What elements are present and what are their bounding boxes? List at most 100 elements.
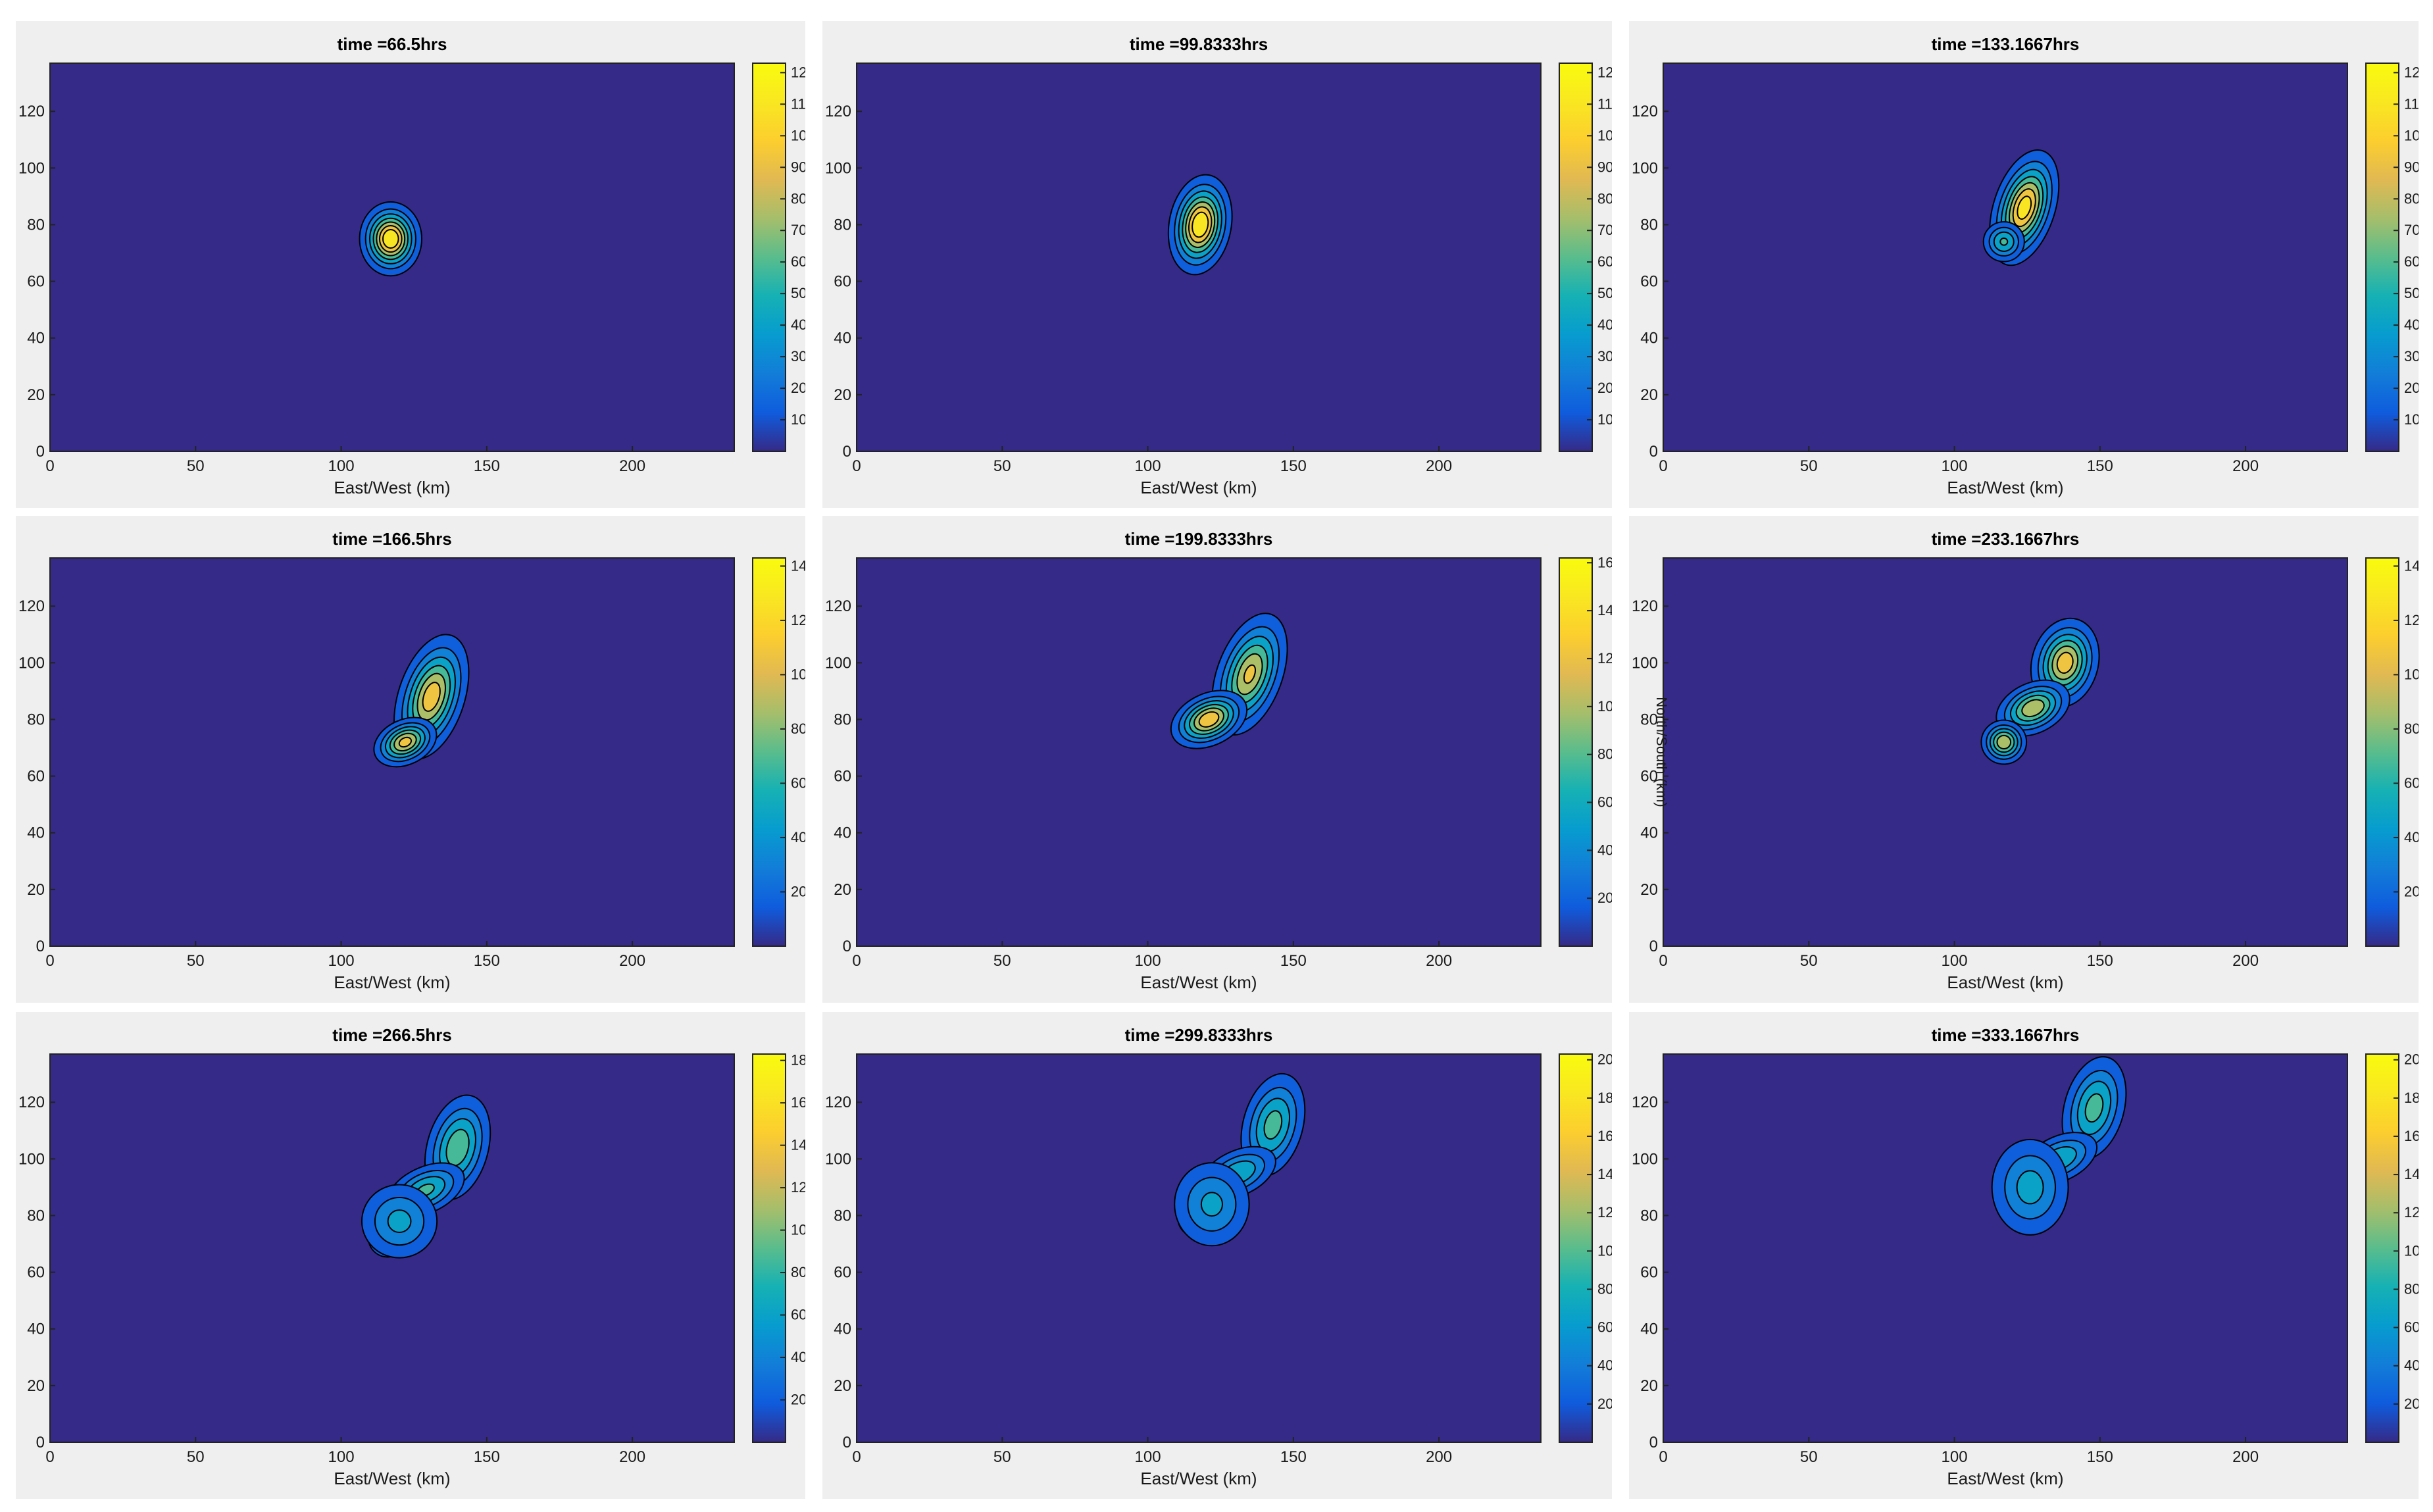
colorbar-tick-label: 60 <box>2404 1319 2419 1336</box>
colorbar-tick-label: 20 <box>1597 380 1612 396</box>
colorbar-tick-label: 140 <box>1597 602 1612 618</box>
colorbar-tick-label: 80 <box>791 720 805 737</box>
axes-frame <box>1663 557 2348 947</box>
x-axis-label: East/West (km) <box>1140 1469 1257 1488</box>
colorbar-tick-label: 70 <box>791 222 805 238</box>
colorbar-tick-label: 100 <box>2404 127 2419 143</box>
contour-field <box>361 1094 491 1259</box>
x-tick-label: 150 <box>1280 457 1307 475</box>
colorbar-tick-label: 120 <box>791 1179 805 1196</box>
colorbar-tick-label: 80 <box>2404 190 2419 207</box>
y-tick-label: 120 <box>18 1094 45 1111</box>
colorbar-tick-label: 70 <box>1597 222 1612 238</box>
y-tick-label: 60 <box>27 1264 45 1282</box>
chart-svg: time =166.5hrs 0 50 100 150 200 0 20 40 60 80 100 12… <box>18 529 805 992</box>
axes-frame <box>49 63 735 452</box>
y-tick-label: 120 <box>1632 103 1658 120</box>
chart-panel-9: time =333.1667hrs 0 50 100 150 200 0 20 40 60 80 10… <box>1629 1012 2419 1499</box>
colorbar-tick-label: 120 <box>791 612 805 628</box>
y-tick-label: 20 <box>27 881 45 899</box>
colorbar <box>752 557 786 947</box>
y-tick-label: 40 <box>1640 824 1658 842</box>
colorbar <box>2365 63 2399 452</box>
x-tick-label: 200 <box>1426 1448 1452 1466</box>
y-tick-label: 0 <box>36 938 45 955</box>
x-tick-label: 150 <box>2087 952 2113 970</box>
y-tick-label: 120 <box>18 103 45 120</box>
chart-panel-5: time =199.8333hrs 0 50 100 150 200 0 20 40 60 80 10… <box>822 516 1612 1003</box>
x-tick-label: 100 <box>328 457 355 475</box>
colorbar-tick-label: 200 <box>2404 1051 2419 1068</box>
chart-svg: time =66.5hrs 0 50 100 150 200 0 20 40 60 80 100 120… <box>18 34 805 497</box>
y-tick-label: 60 <box>1640 1264 1658 1282</box>
x-tick-label: 0 <box>852 952 861 970</box>
contour-level <box>2021 699 2045 718</box>
x-tick-label: 200 <box>619 457 645 475</box>
x-tick-label: 0 <box>1659 952 1667 970</box>
contour-level <box>398 736 413 748</box>
chart-svg: time =299.8333hrs 0 50 100 150 200 0 20 40 60 80 10… <box>825 1025 1612 1488</box>
colorbar-tick-label: 20 <box>2404 883 2419 899</box>
y-tick-label: 0 <box>1649 443 1658 461</box>
axes-frame <box>49 557 735 947</box>
colorbar-tick-label: 20 <box>1597 1396 1612 1412</box>
x-tick-label: 50 <box>1800 457 1818 475</box>
colorbar <box>1559 1053 1593 1443</box>
y-tick-label: 0 <box>36 1434 45 1451</box>
colorbar-tick-label: 40 <box>791 1349 805 1365</box>
x-axis-label: East/West (km) <box>1947 1469 2063 1488</box>
y-tick-label: 80 <box>1640 216 1658 234</box>
y-tick-label: 20 <box>834 1377 851 1395</box>
colorbar-tick-label: 80 <box>1597 190 1612 207</box>
y-tick-label: 100 <box>1632 654 1658 672</box>
contour-level <box>2016 1170 2044 1205</box>
chart-panel-2: time =99.8333hrs 0 50 100 150 200 0 20 40 60 80 100… <box>822 21 1612 508</box>
axes-frame <box>856 557 1542 947</box>
colorbar-tick-label: 80 <box>2404 720 2419 737</box>
colorbar-tick-label: 40 <box>1597 316 1612 333</box>
colorbar-tick-label: 110 <box>791 95 805 112</box>
x-tick-label: 200 <box>2232 457 2259 475</box>
contour-level <box>2084 1093 2104 1123</box>
x-tick-label: 0 <box>45 952 54 970</box>
y-tick-label: 80 <box>27 1207 45 1224</box>
colorbar-tick-label: 100 <box>791 127 805 143</box>
x-tick-label: 0 <box>852 1448 861 1466</box>
chart-panel-7: time =266.5hrs 0 50 100 150 200 0 20 40 60 80 100 12… <box>16 1012 805 1499</box>
x-tick-label: 50 <box>187 457 205 475</box>
x-tick-label: 100 <box>1135 952 1161 970</box>
chart-panel-4: time =166.5hrs 0 50 100 150 200 0 20 40 60 80 100 12… <box>16 516 805 1003</box>
x-tick-label: 0 <box>1659 1448 1667 1466</box>
colorbar-tick-label: 20 <box>791 1392 805 1408</box>
y-tick-label: 20 <box>1640 881 1658 899</box>
x-tick-label: 50 <box>993 952 1011 970</box>
x-tick-label: 200 <box>619 952 645 970</box>
x-axis-label: East/West (km) <box>334 972 450 992</box>
x-tick-label: 50 <box>993 1448 1011 1466</box>
colorbar-tick-label: 120 <box>1597 650 1612 667</box>
chart-panel-6: time =233.1667hrs 0 50 100 150 200 0 20 40 60 80 10… <box>1629 516 2419 1003</box>
contour-level <box>1198 711 1220 728</box>
colorbar-tick-label: 100 <box>791 666 805 682</box>
colorbar-tick-label: 120 <box>791 64 805 80</box>
colorbar-tick-label: 40 <box>2404 316 2419 333</box>
y-tick-label: 100 <box>825 654 851 672</box>
x-tick-label: 100 <box>328 1448 355 1466</box>
chart-svg: time =266.5hrs 0 50 100 150 200 0 20 40 60 80 100 12… <box>18 1025 805 1488</box>
contour-field <box>1174 1072 1306 1247</box>
colorbar-tick-label: 140 <box>791 557 805 574</box>
colorbar-tick-label: 140 <box>791 1137 805 1153</box>
colorbar-tick-label: 60 <box>791 774 805 791</box>
chart-title: time =66.5hrs <box>338 34 447 54</box>
x-tick-label: 100 <box>1942 1448 1968 1466</box>
y-tick-label: 0 <box>1649 1434 1658 1451</box>
y-tick-label: 100 <box>825 1150 851 1168</box>
colorbar-tick-label: 160 <box>2404 1128 2419 1144</box>
x-tick-label: 150 <box>474 952 500 970</box>
colorbar-tick-label: 180 <box>791 1052 805 1069</box>
y-tick-label: 40 <box>27 1321 45 1338</box>
y-tick-label: 60 <box>27 768 45 786</box>
colorbar-tick-label: 10 <box>2404 411 2419 428</box>
colorbar <box>2365 557 2399 947</box>
colorbar-tick-label: 200 <box>1597 1051 1612 1068</box>
